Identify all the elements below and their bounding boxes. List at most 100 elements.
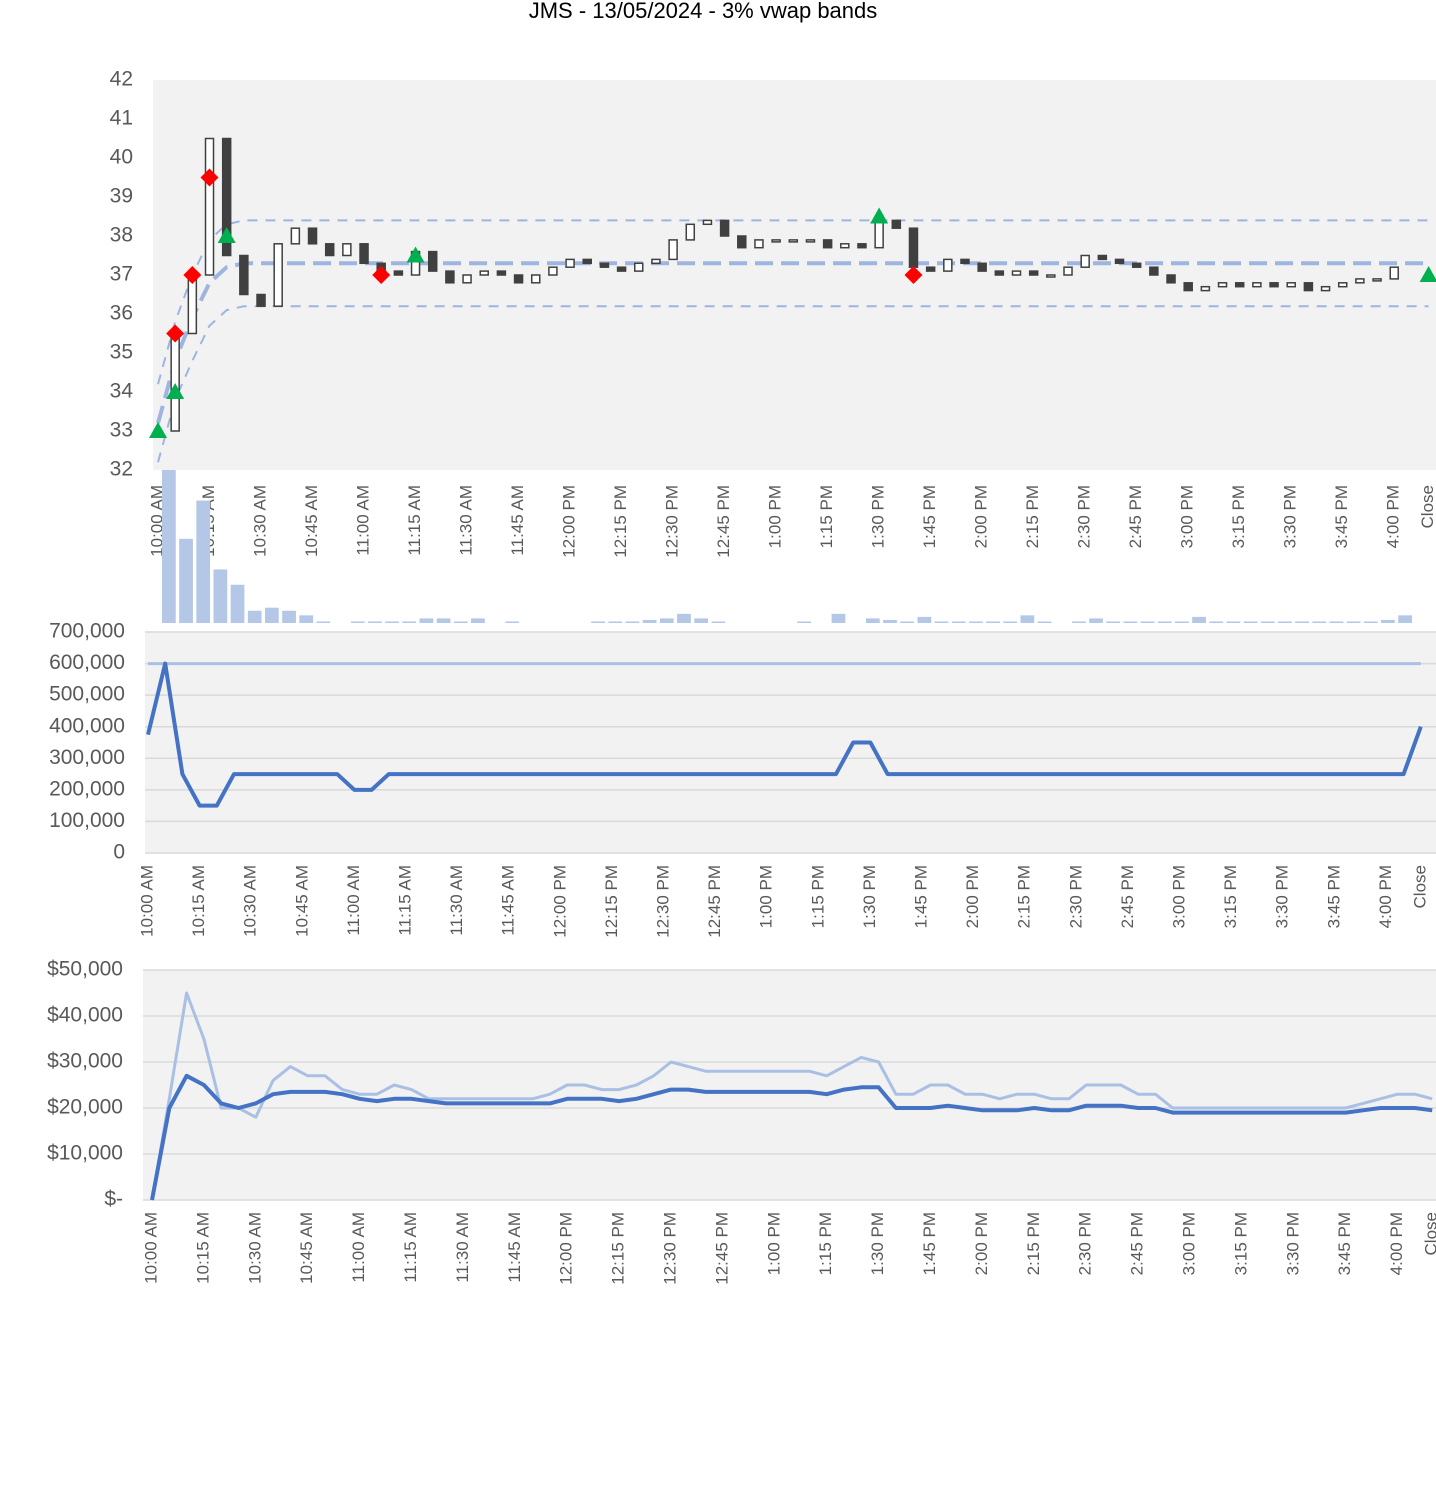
x-tick-label: 2:30 PM bbox=[1066, 865, 1085, 928]
candle bbox=[908, 227, 919, 268]
y-tick-label: 32 bbox=[110, 458, 133, 481]
volume-bar bbox=[247, 610, 262, 623]
volume-bar bbox=[419, 618, 434, 623]
candle bbox=[1063, 266, 1073, 276]
candle bbox=[1183, 282, 1193, 292]
volume-bar bbox=[196, 500, 211, 623]
candle bbox=[771, 239, 781, 243]
x-tick-label: 2:30 PM bbox=[1075, 485, 1094, 548]
volume-bar bbox=[642, 619, 657, 623]
volume-bar bbox=[917, 616, 932, 623]
x-tick-label: 10:15 AM bbox=[189, 865, 208, 937]
buy-marker bbox=[217, 227, 236, 243]
y-tick-label: $50,000 bbox=[47, 958, 123, 981]
candle bbox=[788, 239, 799, 243]
candle bbox=[513, 274, 524, 284]
candle bbox=[685, 223, 696, 241]
volume-bar bbox=[1243, 621, 1258, 623]
volume-bar bbox=[1381, 619, 1395, 623]
buy-marker bbox=[406, 246, 425, 263]
vwap-line bbox=[156, 261, 1429, 424]
volume-bar bbox=[951, 621, 966, 623]
volume-bar bbox=[934, 621, 949, 623]
candle bbox=[530, 274, 541, 284]
x-tick-label: 10:45 AM bbox=[292, 865, 311, 937]
volume-bar bbox=[282, 610, 296, 623]
x-tick-label: 1:45 PM bbox=[911, 865, 930, 928]
candle bbox=[994, 270, 1005, 276]
candle bbox=[1320, 285, 1331, 292]
series-line bbox=[146, 661, 1423, 808]
volume-bar bbox=[265, 607, 279, 623]
x-tick-label: 2:00 PM bbox=[963, 865, 982, 928]
candle bbox=[719, 219, 730, 237]
candle bbox=[1011, 270, 1022, 276]
candle bbox=[1303, 282, 1314, 292]
volume-bar bbox=[591, 621, 605, 623]
y-tick-label: 400,000 bbox=[49, 714, 125, 737]
y-tick-label: $20,000 bbox=[47, 1096, 123, 1119]
x-tick-label: 2:15 PM bbox=[1023, 485, 1042, 548]
buy-marker bbox=[870, 207, 889, 224]
candle bbox=[702, 219, 713, 226]
candle bbox=[822, 239, 833, 249]
volume-bar bbox=[162, 470, 176, 623]
x-tick-label: 1:15 PM bbox=[816, 1212, 835, 1275]
candle bbox=[445, 270, 455, 284]
x-tick-label: 12:30 PM bbox=[663, 485, 682, 558]
candle bbox=[634, 262, 644, 272]
volume-bar bbox=[350, 621, 365, 623]
volume-bar bbox=[1123, 621, 1138, 623]
volume-bar bbox=[831, 613, 846, 623]
y-tick-label: 37 bbox=[110, 263, 133, 286]
x-tick-label: 3:15 PM bbox=[1221, 865, 1240, 928]
candle bbox=[840, 243, 850, 249]
x-tick-label: 3:15 PM bbox=[1229, 485, 1248, 548]
candle bbox=[1234, 282, 1245, 288]
x-tick-label: 2:45 PM bbox=[1118, 865, 1137, 928]
x-tick-label: 3:30 PM bbox=[1273, 865, 1292, 928]
candle bbox=[599, 262, 610, 268]
candle bbox=[1286, 282, 1296, 288]
x-tick-label: 3:15 PM bbox=[1231, 1212, 1250, 1275]
volume-bar bbox=[900, 621, 915, 623]
candle bbox=[1372, 278, 1382, 282]
y-tick-label: 600,000 bbox=[49, 651, 125, 674]
volume-bar bbox=[1312, 621, 1327, 623]
volume-bar bbox=[1363, 621, 1378, 623]
candle bbox=[273, 243, 283, 307]
volume-bar bbox=[505, 621, 520, 623]
y-tick-label: $30,000 bbox=[47, 1050, 123, 1073]
y-tick-label: $10,000 bbox=[47, 1142, 123, 1165]
x-tick-label: 12:00 PM bbox=[557, 1212, 576, 1285]
candle bbox=[805, 239, 816, 243]
volume-bar bbox=[968, 621, 983, 623]
volume-bar bbox=[797, 621, 812, 623]
volume-bar bbox=[986, 621, 1000, 623]
volume-bar bbox=[471, 618, 485, 623]
chart-title: JMS - 13/05/2024 - 3% vwap bands bbox=[529, 0, 878, 23]
candle bbox=[943, 258, 953, 272]
x-tick-label: 3:00 PM bbox=[1178, 485, 1197, 548]
candle bbox=[1337, 282, 1348, 288]
x-tick-label: 11:00 AM bbox=[354, 485, 373, 556]
volume-bar bbox=[1295, 621, 1309, 623]
x-tick-label: 10:15 AM bbox=[193, 1212, 212, 1284]
y-tick-label: 200,000 bbox=[49, 777, 125, 800]
candle bbox=[239, 254, 249, 296]
volume-bar bbox=[230, 584, 245, 623]
x-tick-label: 12:15 PM bbox=[602, 865, 621, 938]
candle bbox=[754, 239, 764, 249]
x-tick-label: 11:45 AM bbox=[505, 1212, 524, 1283]
volume-bar bbox=[213, 569, 228, 623]
volume-bar bbox=[1003, 621, 1018, 623]
series-line bbox=[150, 1073, 1433, 1201]
candle bbox=[737, 235, 747, 249]
candle bbox=[1217, 282, 1228, 288]
volume-bar bbox=[316, 621, 331, 623]
sell-marker bbox=[183, 266, 202, 284]
y-tick-label: 39 bbox=[110, 185, 133, 208]
x-tick-label: 10:00 AM bbox=[137, 865, 156, 937]
upper-band-line bbox=[157, 219, 1429, 385]
x-tick-label: 12:15 PM bbox=[611, 485, 630, 558]
